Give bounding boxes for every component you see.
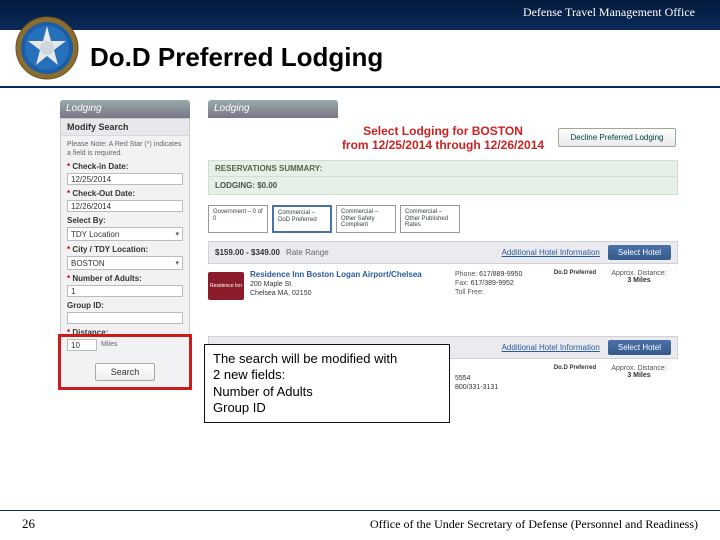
chevron-down-icon: ▾ — [175, 259, 179, 267]
reservations-summary: RESERVATIONS SUMMARY: LODGING: $0.00 — [208, 160, 678, 195]
cat-government[interactable]: Government – 0 of 0 — [208, 205, 268, 233]
select-hotel-button[interactable]: Select Hotel — [608, 245, 671, 260]
right-tab-lodging[interactable]: Lodging — [208, 100, 338, 118]
cat-other-published[interactable]: Commercial – Other Published Rates — [400, 205, 460, 233]
checkout-input[interactable]: 12/26/2014 — [67, 200, 183, 212]
adults-input[interactable]: 1 — [67, 285, 183, 297]
category-tabs: Government – 0 of 0 Commercial – DoD Pre… — [208, 205, 678, 233]
rate-range-value: $159.00 - $349.00 — [215, 248, 280, 257]
callout-box: The search will be modified with 2 new f… — [204, 344, 450, 423]
search-button[interactable]: Search — [95, 363, 155, 381]
checkin-input[interactable]: 12/25/2014 — [67, 173, 183, 185]
top-bar: Defense Travel Management Office — [0, 0, 720, 30]
hotel-brand-icon: Residence Inn — [208, 272, 244, 300]
decline-preferred-button[interactable]: Decline Preferred Lodging — [558, 128, 676, 147]
select-hotel-button[interactable]: Select Hotel — [608, 340, 671, 355]
rate-row-1: $159.00 - $349.00 Rate Range Additional … — [208, 241, 678, 264]
checkin-label: * Check-in Date: — [67, 162, 183, 171]
selectby-label: Select By: — [67, 216, 183, 225]
modify-search-panel: Modify Search Please Note: A Red Star (*… — [60, 118, 190, 390]
checkout-label: * Check-Out Date: — [67, 189, 183, 198]
groupid-input[interactable] — [67, 312, 183, 324]
city-select[interactable]: BOSTON▾ — [67, 256, 183, 270]
hotel-name[interactable]: Residence Inn Boston Logan Airport/Chels… — [250, 270, 455, 280]
distance-unit: Miles — [101, 341, 117, 348]
footer-text: Office of the Under Secretary of Defense… — [370, 517, 698, 532]
dod-seal-icon — [15, 16, 79, 80]
modify-search-header: Modify Search — [61, 119, 189, 136]
hotel-addr1: 200 Maple St — [250, 280, 455, 289]
additional-info-link[interactable]: Additional Hotel Information — [502, 248, 600, 257]
groupid-label: Group ID: — [67, 301, 183, 310]
header-row: Do.D Preferred Lodging — [0, 30, 720, 88]
distance-label: * Distance: — [67, 328, 183, 337]
required-note: Please Note: A Red Star (*) indicates a … — [67, 140, 183, 158]
footer: 26 Office of the Under Secretary of Defe… — [0, 510, 720, 540]
additional-info-link[interactable]: Additional Hotel Information — [502, 343, 600, 352]
distance-label: Approx. Distance: — [600, 270, 678, 277]
rate-range-label: Rate Range — [286, 248, 329, 257]
slide-number: 26 — [22, 516, 35, 532]
cat-dod-preferred[interactable]: Commercial – DoD Preferred — [272, 205, 332, 233]
cat-other-safety[interactable]: Commercial – Other Safety Compliant — [336, 205, 396, 233]
hotel-row-1: Residence Inn Residence Inn Boston Logan… — [208, 270, 678, 300]
org-label: Defense Travel Management Office — [523, 5, 695, 20]
left-tab-lodging[interactable]: Lodging — [60, 100, 190, 118]
adults-label: * Number of Adults: — [67, 274, 183, 283]
distance-value: 3 Miles — [600, 277, 678, 284]
city-label: * City / TDY Location: — [67, 245, 183, 254]
selectby-select[interactable]: TDY Location▾ — [67, 227, 183, 241]
page-title: Do.D Preferred Lodging — [90, 42, 383, 73]
dod-preferred-badge: Do.D Preferred — [550, 270, 600, 300]
distance-input[interactable]: 10 — [67, 339, 97, 351]
hotel-addr2: Chelsea MA, 02150 — [250, 289, 455, 298]
dod-preferred-badge: Do.D Preferred — [550, 365, 600, 395]
chevron-down-icon: ▾ — [175, 230, 179, 238]
